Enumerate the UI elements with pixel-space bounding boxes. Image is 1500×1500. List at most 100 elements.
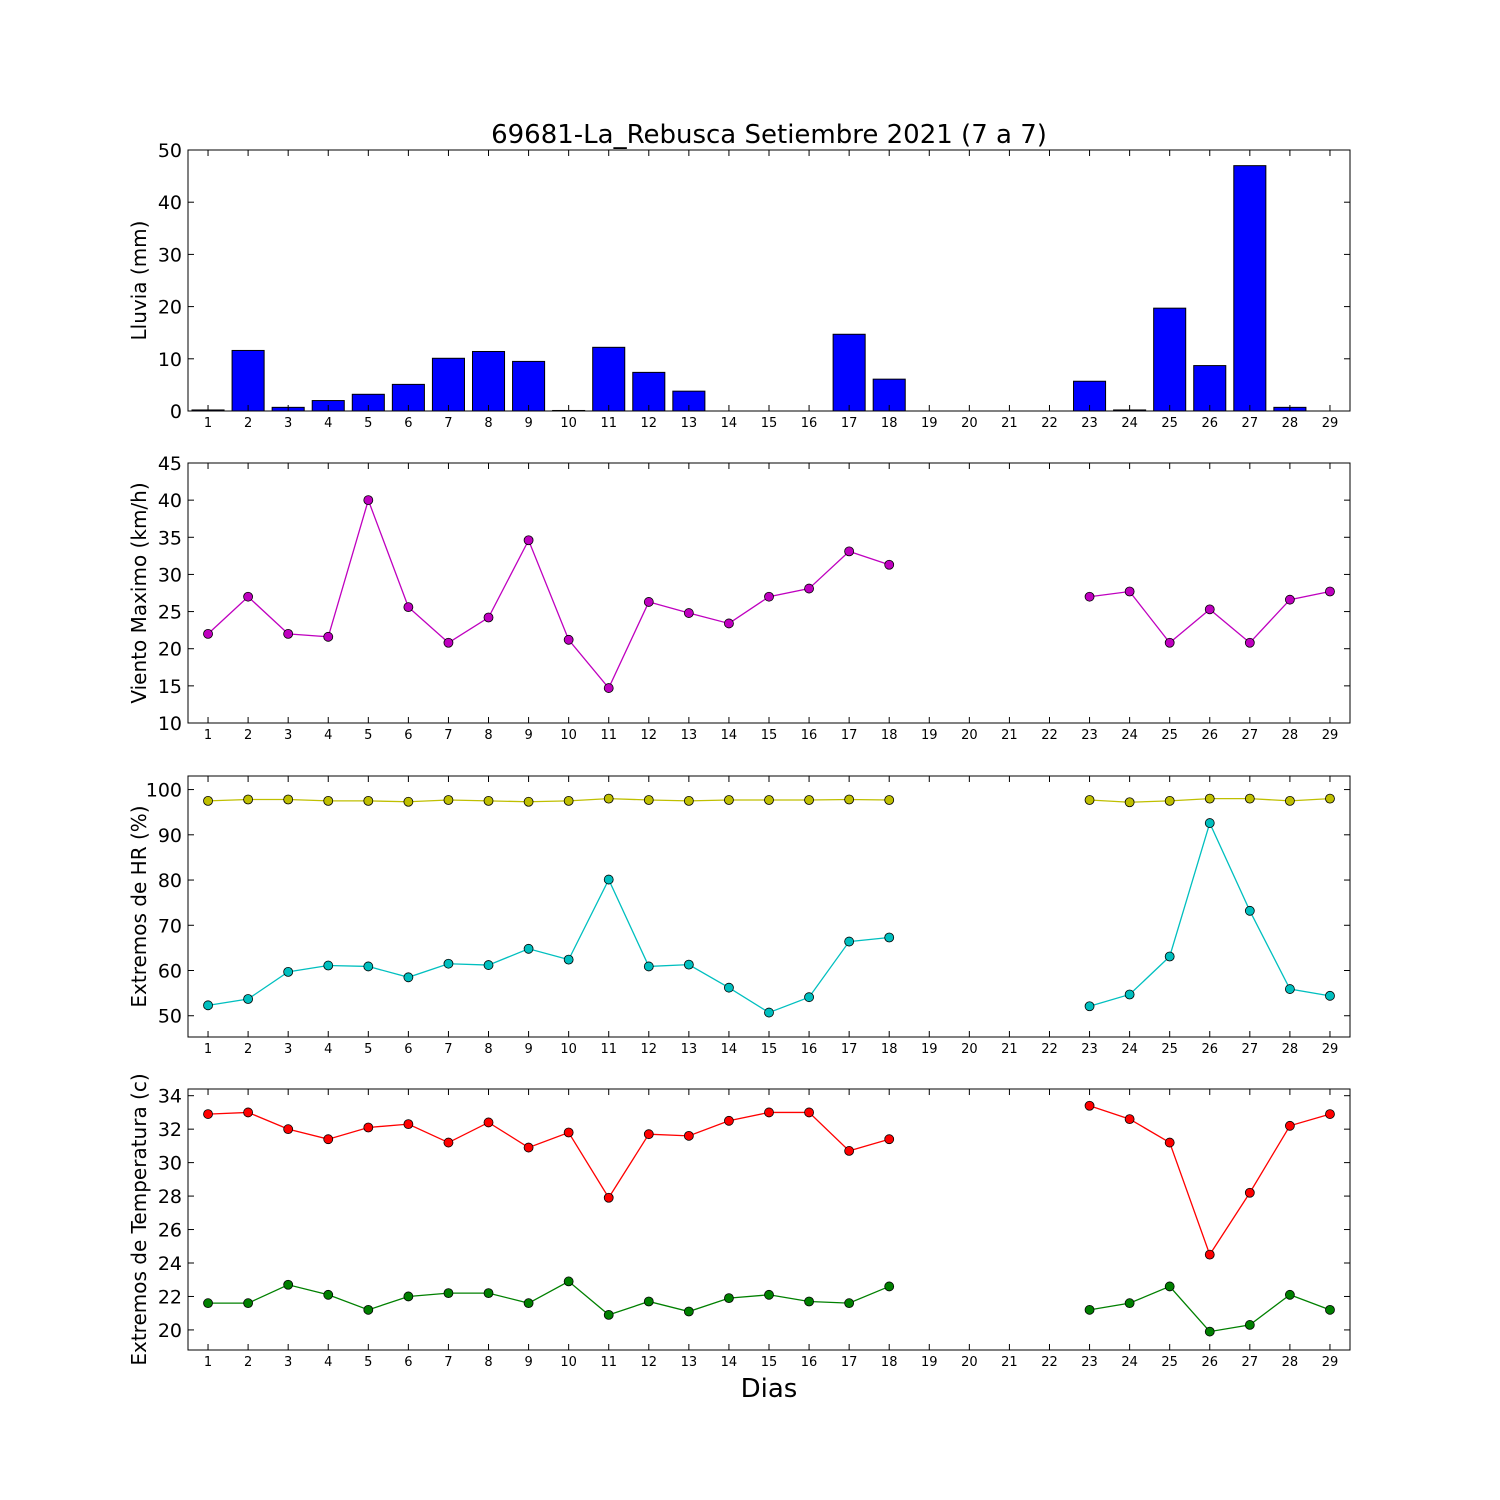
x-tick-label: 29 xyxy=(1322,416,1339,431)
series-1-point-day-11 xyxy=(603,1192,614,1203)
y-axis-label: Viento Maximo (km/h) xyxy=(127,482,151,703)
series-2-point-day-13 xyxy=(683,959,694,970)
x-tick-label: 2 xyxy=(244,1355,252,1370)
series-1-point-day-23 xyxy=(1084,795,1095,805)
y-tick-label: 30 xyxy=(158,1153,182,1175)
y-tick-label: 30 xyxy=(158,564,182,586)
x-tick-label: 3 xyxy=(284,1042,292,1057)
series-1-point-day-23 xyxy=(1084,1100,1095,1111)
bar-day-26 xyxy=(1193,365,1227,412)
x-tick-label: 12 xyxy=(641,416,658,431)
series-2-point-day-18 xyxy=(884,932,895,943)
x-tick-label: 12 xyxy=(641,1355,658,1370)
series-1-point-day-2 xyxy=(243,794,254,805)
series-2-point-day-8 xyxy=(483,960,494,970)
x-tick-label: 26 xyxy=(1201,728,1218,743)
series-1-point-day-15 xyxy=(764,591,774,602)
series-1-point-day-14 xyxy=(724,618,734,629)
x-tick-label: 28 xyxy=(1282,416,1299,431)
y-tick-label: 100 xyxy=(146,780,182,802)
series-1-point-day-10 xyxy=(563,634,574,645)
series-2-point-day-26 xyxy=(1204,1326,1215,1337)
y-tick-label: 25 xyxy=(158,602,182,624)
x-tick-label: 20 xyxy=(961,1355,978,1370)
bar-day-9 xyxy=(512,360,546,412)
bar-day-11 xyxy=(592,346,626,412)
y-tick-label: 15 xyxy=(158,676,182,698)
series-2-line xyxy=(207,878,890,1014)
x-tick-label: 26 xyxy=(1201,1355,1218,1370)
series-1-point-day-18 xyxy=(884,559,895,570)
x-tick-label: 11 xyxy=(600,416,617,431)
series-1-point-day-16 xyxy=(804,1107,814,1118)
series-2-point-day-5 xyxy=(363,961,374,972)
series-1-point-day-13 xyxy=(683,1130,694,1141)
x-tick-label: 23 xyxy=(1081,416,1098,431)
series-2-point-day-28 xyxy=(1284,1289,1295,1300)
x-tick-label: 24 xyxy=(1121,1355,1138,1370)
series-2-point-day-14 xyxy=(724,982,734,993)
series-1-point-day-8 xyxy=(483,795,494,806)
y-tick-label: 30 xyxy=(158,244,182,266)
x-tick-label: 21 xyxy=(1001,1042,1018,1057)
series-1-point-day-28 xyxy=(1284,795,1295,806)
y-tick-label: 40 xyxy=(158,490,182,512)
series-2-point-day-1 xyxy=(203,1000,213,1011)
x-tick-label: 24 xyxy=(1121,728,1138,743)
series-1-point-day-8 xyxy=(483,612,494,623)
series-2-point-day-15 xyxy=(764,1289,774,1300)
x-tick-label: 25 xyxy=(1161,1042,1178,1057)
x-tick-label: 24 xyxy=(1121,416,1138,431)
series-2-point-day-18 xyxy=(884,1281,895,1292)
y-tick-label: 20 xyxy=(158,1320,182,1342)
y-tick-label: 20 xyxy=(158,639,182,661)
y-tick-label: 26 xyxy=(158,1220,182,1242)
chart-title: 69681-La_Rebusca Setiembre 2021 (7 a 7) xyxy=(491,120,1047,150)
series-2-point-day-7 xyxy=(443,958,454,969)
series-1-point-day-15 xyxy=(764,1107,774,1118)
x-tick-label: 1 xyxy=(204,1355,212,1370)
x-tick-label: 15 xyxy=(761,1355,778,1370)
series-2-point-day-15 xyxy=(764,1007,774,1018)
x-tick-label: 10 xyxy=(560,728,577,743)
y-tick-label: 32 xyxy=(158,1119,182,1141)
x-tick-label: 11 xyxy=(600,1042,617,1057)
series-2-point-day-11 xyxy=(603,874,614,885)
x-tick-label: 3 xyxy=(284,416,292,431)
series-2-point-day-2 xyxy=(243,994,254,1004)
y-tick-label: 22 xyxy=(158,1286,182,1308)
x-tick-label: 23 xyxy=(1081,728,1098,743)
x-tick-label: 17 xyxy=(841,1042,858,1057)
bar-day-25 xyxy=(1153,307,1187,412)
x-tick-label: 13 xyxy=(681,1355,698,1370)
x-tick-label: 28 xyxy=(1282,1042,1299,1057)
x-tick-label: 5 xyxy=(364,1355,372,1370)
series-1-point-day-17 xyxy=(844,1146,855,1156)
series-1-point-day-26 xyxy=(1204,1249,1215,1260)
series-2-point-day-11 xyxy=(603,1309,614,1320)
x-tick-label: 8 xyxy=(484,416,492,431)
series-2-point-day-5 xyxy=(363,1304,374,1315)
series-1-point-day-12 xyxy=(643,597,654,607)
series-2-line xyxy=(1089,821,1331,1007)
series-1-point-day-18 xyxy=(884,1134,895,1145)
series-1-point-day-1 xyxy=(203,628,213,639)
x-tick-label: 18 xyxy=(881,728,898,743)
series-1-point-day-4 xyxy=(323,1134,334,1145)
x-tick-label: 4 xyxy=(324,728,332,743)
series-1-point-day-13 xyxy=(683,795,694,806)
x-tick-label: 1 xyxy=(204,416,212,431)
bar-day-7 xyxy=(431,357,465,412)
x-tick-label: 12 xyxy=(641,1042,658,1057)
series-1-point-day-24 xyxy=(1124,797,1135,808)
x-tick-label: 1 xyxy=(204,1042,212,1057)
series-2-point-day-17 xyxy=(844,1298,855,1309)
y-axis-label: Extremos de Temperatura (c) xyxy=(127,1073,151,1365)
y-tick-label: 50 xyxy=(158,140,182,162)
series-1-point-day-24 xyxy=(1124,1114,1135,1125)
x-tick-label: 25 xyxy=(1161,728,1178,743)
x-tick-label: 16 xyxy=(801,728,818,743)
x-tick-label: 4 xyxy=(324,416,332,431)
x-tick-label: 9 xyxy=(524,1355,532,1370)
